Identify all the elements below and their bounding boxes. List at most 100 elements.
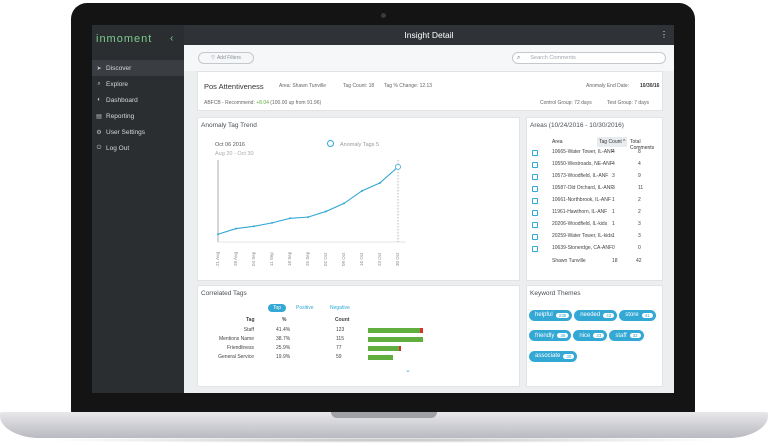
- x-tick-label: 23 Oct: [377, 252, 382, 266]
- sidebar-item-log-out[interactable]: ⏻ Log Out: [92, 140, 184, 156]
- row-checkbox[interactable]: [532, 210, 538, 216]
- keyword-pill[interactable]: associate 30: [529, 350, 578, 362]
- tab-negative[interactable]: Negative: [330, 305, 350, 311]
- x-tick-label: 28 Aug: [233, 251, 238, 266]
- tag-count: 115: [336, 336, 344, 342]
- total-comments: 3: [638, 233, 641, 239]
- tag-name: Friendliness: [227, 345, 254, 351]
- data-point[interactable]: [289, 217, 292, 220]
- row-checkbox[interactable]: [532, 186, 538, 192]
- keyword-count: 235: [555, 312, 570, 318]
- row-checkbox[interactable]: [532, 198, 538, 204]
- keyword-pill[interactable]: staff 32: [609, 330, 644, 341]
- keyword-pill[interactable]: helpful 235: [529, 309, 573, 321]
- sidebar-item-label: User Settings: [106, 128, 146, 136]
- add-filters-label: Add Filters: [216, 55, 241, 61]
- total-comments: 3: [638, 221, 641, 227]
- tag-count: 123: [336, 327, 345, 333]
- keyword-label: needed: [580, 312, 601, 318]
- data-point[interactable]: [360, 189, 363, 192]
- data-point[interactable]: [216, 233, 219, 236]
- test-group: Test Group: 7 days: [607, 100, 649, 106]
- area-name: 10573-Woodfield, IL-ANF: [552, 173, 609, 179]
- trend-range: Aug 20 - Oct 30: [215, 151, 254, 157]
- keyword-label: helpful: [535, 312, 553, 318]
- legend-label: Anomaly Tags 5: [340, 142, 380, 148]
- sidebar-item-reporting[interactable]: ▤ Reporting: [92, 108, 184, 124]
- row-checkbox[interactable]: [532, 234, 538, 240]
- keyword-pill[interactable]: nice 23: [573, 330, 608, 341]
- report-icon: ▤: [96, 113, 102, 120]
- data-point[interactable]: [325, 210, 328, 213]
- recommend-prefix: ABFCB - Recommend:: [204, 100, 255, 106]
- area-name: 10639-Stonerdge, CA-ANF: [552, 245, 613, 251]
- tab-positive[interactable]: Positive: [296, 305, 314, 311]
- area-name: 20206-Woodfield, IL-kids: [552, 221, 608, 227]
- search-placeholder: Search Comments: [530, 55, 576, 61]
- recommend-delta: +8.04: [256, 100, 269, 106]
- keyword-pill[interactable]: friendly 36: [529, 330, 572, 341]
- sidebar-item-label: Explore: [106, 80, 129, 88]
- series-line-anomaly-tags: [217, 166, 399, 235]
- positive-bar: [368, 337, 423, 342]
- total-comments: 2: [638, 209, 641, 215]
- column-tag-count[interactable]: Tag Count: [599, 139, 622, 145]
- anomaly-trend-card: Anomaly Tag Trend Oct 06 2016 Aug 20 - O…: [197, 117, 520, 281]
- row-checkbox[interactable]: [532, 162, 538, 168]
- data-point[interactable]: [395, 163, 401, 170]
- column-area[interactable]: Area: [552, 139, 563, 145]
- data-point[interactable]: [378, 181, 381, 184]
- keyword-themes-card: Keyword Themes helpful 235 needed 42 store 41…: [526, 285, 663, 387]
- areas-card: Areas (10/24/2016 - 10/30/2016) Area Tag…: [526, 117, 663, 281]
- tab-top[interactable]: Top: [268, 304, 287, 312]
- row-checkbox[interactable]: [532, 246, 538, 252]
- x-tick-label: 02 Oct: [323, 252, 328, 266]
- sidebar-item-discover[interactable]: ➤ Discover: [92, 60, 184, 76]
- card-title: Areas (10/24/2016 - 10/30/2016): [530, 122, 624, 129]
- keyword-count: 23: [593, 333, 605, 338]
- x-tick-label: 18 Sep: [287, 251, 292, 266]
- trend-chart: [216, 160, 406, 243]
- top-bar: Insight Detail ⋮: [184, 25, 674, 45]
- laptop-shadow: [40, 437, 728, 443]
- row-checkbox[interactable]: [532, 174, 538, 180]
- add-filters-button[interactable]: ▽ Add Filters: [198, 52, 254, 64]
- sidebar-item-explore[interactable]: ⌕ Explore: [92, 76, 184, 92]
- data-point[interactable]: [307, 216, 310, 219]
- area-name: 11961-Hawthorn, IL-ANF: [552, 209, 608, 215]
- keyword-pill[interactable]: store 41: [619, 309, 656, 321]
- brand-logo: inmoment: [96, 33, 153, 45]
- data-point[interactable]: [235, 227, 238, 230]
- keyword-list: helpful 235 needed 42 store 41 friendly 36 nice 2…: [529, 303, 663, 365]
- chevron-left-icon[interactable]: ‹: [170, 33, 174, 44]
- negative-bar: [419, 328, 423, 333]
- area-name: 10661-Northbrook, IL-ANF: [552, 197, 611, 203]
- data-point[interactable]: [271, 221, 274, 224]
- keyword-pill[interactable]: needed 42: [574, 309, 618, 321]
- sidebar-item-dashboard[interactable]: ◐ Dashboard: [92, 92, 184, 108]
- data-point[interactable]: [253, 225, 256, 228]
- page-title: Insight Detail: [404, 30, 454, 40]
- x-tick-label: 04 Sep: [251, 251, 256, 266]
- row-checkbox[interactable]: [532, 222, 538, 228]
- data-point[interactable]: [342, 202, 345, 205]
- negative-bar: [398, 346, 402, 351]
- row-checkbox[interactable]: [532, 150, 538, 156]
- keyword-count: 36: [557, 333, 569, 338]
- keyword-label: nice: [579, 332, 591, 339]
- tag-pct: 38.7%: [276, 336, 291, 342]
- column-total-comments[interactable]: Total Comments: [630, 139, 655, 151]
- kebab-icon[interactable]: ⋮: [660, 30, 668, 39]
- control-group: Control Group: 72 days: [540, 100, 592, 106]
- sidebar-item-user-settings[interactable]: ⚙ User Settings: [92, 124, 184, 140]
- tag-count: 3: [612, 185, 615, 191]
- tag-count: 1: [612, 209, 615, 215]
- area-name: 10665-Water Tower, IL-ANF: [552, 149, 614, 155]
- tag-count: 1: [612, 233, 615, 239]
- legend-marker: [327, 140, 334, 147]
- recommend-line: ABFCB - Recommend: +8.04 (100.00 up from…: [204, 100, 321, 106]
- chevron-down-icon[interactable]: ⌄: [405, 367, 411, 374]
- tag-name: Mentions Name: [218, 336, 254, 342]
- search-input[interactable]: ⌕ Search Comments: [512, 52, 666, 64]
- card-title: Keyword Themes: [530, 290, 581, 297]
